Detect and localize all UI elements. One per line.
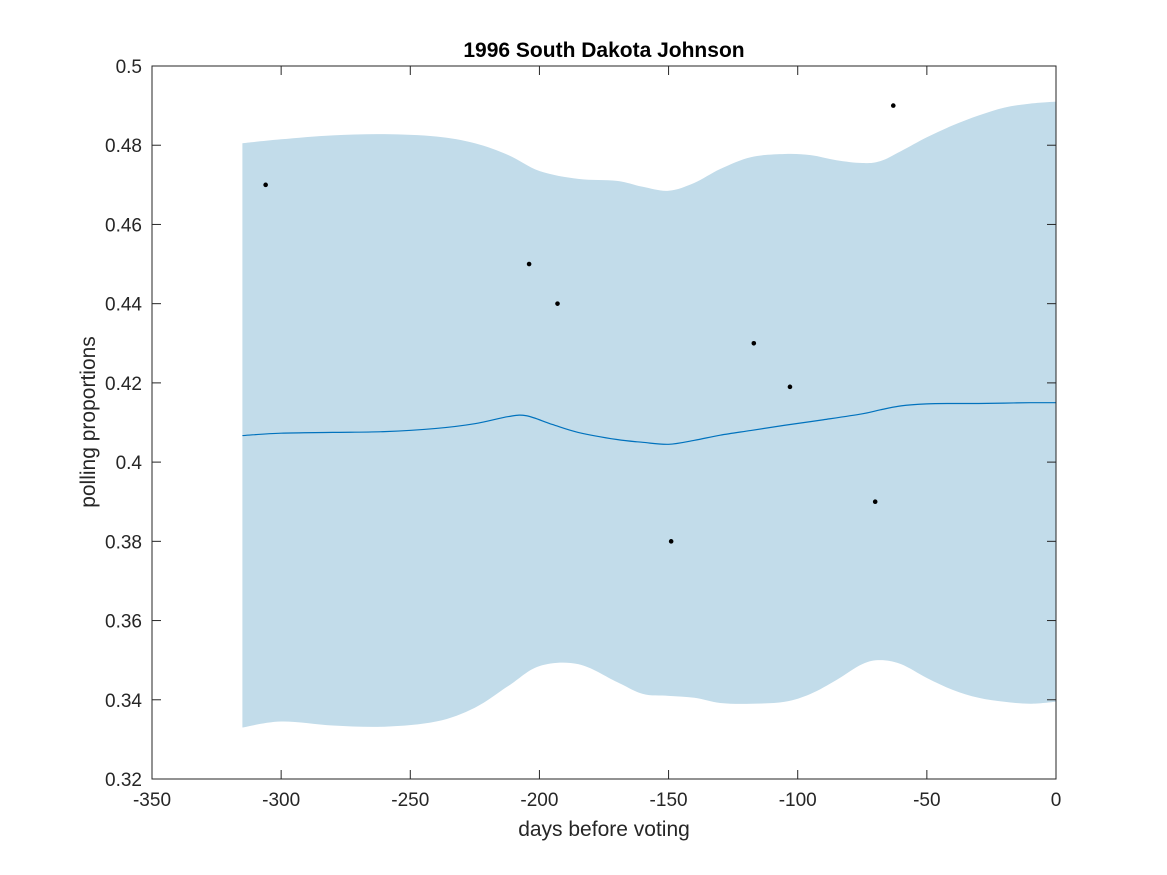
poll-point [526,261,532,267]
y-tick-label: 0.46 [105,215,142,236]
x-tick-labels: -350 -300 -250 -200 -150 -100 -50 0 [133,790,1061,811]
poll-point [872,499,878,505]
poll-point [751,340,757,346]
x-tick-label: -150 [650,790,688,811]
x-tick-label: -100 [779,790,817,811]
x-tick-label: 0 [1051,790,1062,811]
poll-point [787,384,793,390]
x-tick-label: -350 [133,790,171,811]
tick-marks [151,65,1057,780]
x-tick-label: -250 [391,790,429,811]
x-axis-label: days before voting [518,818,690,841]
confidence-band [242,101,1056,728]
poll-point [555,301,560,306]
x-tick-label: -50 [913,790,940,811]
x-tick-label: -200 [520,790,558,811]
y-tick-label: 0.32 [105,770,142,791]
y-tick-label: 0.38 [105,532,142,553]
chart-title: 1996 South Dakota Johnson [463,39,744,62]
y-tick-label: 0.36 [105,612,142,633]
mean-line [242,402,1057,445]
poll-point [263,182,268,188]
poll-points-layer [263,103,896,544]
y-tick-label: 0.44 [105,295,142,316]
y-tick-labels: 0.32 0.34 0.36 0.38 0.4 0.42 0.44 0.46 0.48 0.5 [105,57,142,791]
x-tick-label: -300 [262,790,300,811]
y-axis-label: polling proportions [77,336,100,508]
y-tick-label: 0.42 [105,374,142,395]
poll-point [668,539,674,544]
y-tick-label: 0.4 [116,453,143,474]
plot-box [151,65,1057,780]
axes [151,65,1057,780]
poll-point [890,103,896,108]
y-tick-label: 0.5 [116,57,142,78]
confidence-band-layer [242,101,1056,728]
y-tick-label: 0.48 [105,136,142,157]
y-tick-label: 0.34 [105,691,142,712]
mean-line-layer [242,402,1057,445]
